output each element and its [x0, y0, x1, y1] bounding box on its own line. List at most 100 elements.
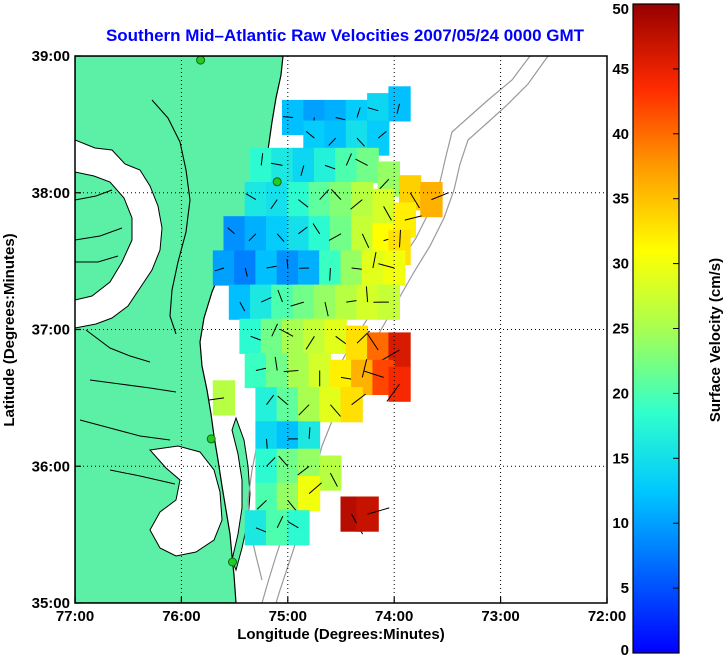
velocity-cell-central-50: [388, 332, 411, 368]
velocity-vector: [266, 438, 268, 450]
velocity-vector: [286, 258, 289, 269]
velocity-vector: [266, 265, 277, 269]
velocity-vector: [328, 233, 342, 241]
station-marker-0: [196, 56, 206, 65]
velocity-vector: [378, 263, 395, 269]
velocity-vector: [297, 465, 310, 476]
velocity-vector: [250, 335, 263, 342]
velocity-vector: [278, 455, 289, 467]
velocity-vector: [300, 165, 305, 177]
station-marker-2: [206, 434, 216, 444]
rivers-west: [75, 189, 177, 485]
velocity-vector: [274, 356, 278, 371]
velocity-vector: [270, 199, 278, 210]
velocity-vector: [372, 252, 377, 269]
chesapeake-bay: [75, 139, 163, 329]
velocity-vector: [366, 333, 379, 351]
y-tick-label-1: 36:00: [32, 458, 70, 475]
velocity-cell-central-22: [329, 216, 353, 252]
velocity-vector: [290, 301, 304, 307]
velocity-cell-central-17: [223, 216, 246, 252]
velocity-vector: [283, 370, 299, 373]
velocity-vector: [361, 233, 370, 249]
y-tick-label-2: 37:00: [32, 322, 70, 339]
velocity-vector: [328, 137, 337, 146]
velocity-cell-central-37: [271, 284, 294, 320]
velocity-vector: [245, 193, 257, 201]
velocity-vector: [277, 289, 283, 303]
velocity-cell-central-15: [372, 188, 395, 224]
velocity-vector: [365, 286, 369, 303]
y-axis: 35:00 36:00 37:00 38:00 39:00: [32, 48, 81, 612]
velocity-vector: [330, 404, 342, 418]
y-tick-label-3: 38:00: [32, 185, 70, 202]
velocity-vector: [404, 215, 422, 221]
velocity-cell-south-11: [244, 510, 267, 546]
velocity-vector: [363, 370, 384, 378]
velocity-vector: [386, 383, 400, 402]
velocity-cell-south-12: [266, 510, 289, 546]
y-tick-label-4: 39:00: [32, 48, 70, 65]
velocity-cell-south-13: [287, 510, 310, 546]
velocity-vector: [324, 164, 337, 170]
velocity-cell-north-5: [388, 86, 411, 122]
x-axis: 77:00 76:00 75:00 74:00 73:00 72:00: [56, 597, 626, 625]
station-marker-1: [272, 177, 282, 187]
velocity-cell-central-47: [324, 318, 347, 354]
velocity-vector: [239, 301, 246, 312]
velocity-vector: [380, 349, 400, 362]
velocity-vector: [308, 482, 322, 494]
velocity-vector: [399, 229, 401, 248]
velocity-vector: [266, 394, 275, 406]
velocity-vector: [308, 427, 311, 439]
x-tick-label-0: 77:00: [56, 608, 94, 625]
velocity-vector: [214, 267, 225, 272]
velocity-vector: [383, 206, 392, 221]
gridlines: [75, 56, 607, 603]
velocity-cell-central-41: [356, 284, 379, 320]
delmarva-bay-line: [151, 99, 191, 335]
velocity-vector: [335, 117, 346, 121]
velocity-cell-north-4: [367, 93, 390, 129]
x-tick-label-2: 75:00: [269, 608, 307, 625]
velocity-vector: [279, 328, 294, 337]
velocity-cell-south-10: [297, 476, 321, 512]
velocity-vector: [298, 226, 308, 235]
velocity-cell-south-7: [319, 455, 342, 491]
colorbar-tick-label-7: 35: [612, 191, 629, 208]
velocity-vector: [431, 192, 449, 201]
velocity-vector: [367, 507, 390, 515]
velocity-vector: [305, 336, 315, 350]
velocity-vector: [367, 107, 379, 112]
plot-area: [74, 55, 608, 604]
velocity-field: [208, 86, 449, 546]
x-tick-label-5: 72:00: [588, 608, 626, 625]
velocity-vector: [329, 472, 338, 487]
x-tick-label-1: 76:00: [162, 608, 200, 625]
velocity-vector: [305, 131, 315, 139]
colorbar-ticks: 0 5 10 15 20 25 30 35 40 45 50: [612, 1, 679, 659]
colorbar-tick-label-9: 45: [612, 61, 629, 78]
colorbar-tick-label-1: 5: [621, 580, 629, 597]
velocity-cell-south-8: [255, 482, 278, 518]
colorbar-tick-label-10: 50: [612, 1, 629, 18]
velocity-vector: [271, 323, 278, 337]
x-axis-label: Longitude (Degrees:Minutes): [237, 626, 445, 643]
velocity-cell-central-58: [388, 366, 411, 402]
chart-title: Southern Mid–Atlantic Raw Velocities 200…: [106, 26, 585, 45]
velocity-vector: [287, 500, 298, 512]
colorbar-tick-label-8: 40: [612, 126, 629, 143]
colorbar-tick-label-2: 10: [612, 515, 629, 532]
velocity-cell-central-62: [319, 387, 342, 423]
velocity-vector: [276, 515, 284, 529]
velocity-vector: [256, 500, 267, 510]
velocity-cell-north-6: [303, 120, 326, 156]
velocity-cell-north-8: [345, 120, 369, 156]
velocity-vector: [324, 301, 329, 317]
velocity-vector: [260, 153, 264, 166]
velocity-vector: [276, 233, 285, 243]
velocity-vector: [319, 189, 330, 200]
velocity-vector: [312, 223, 321, 235]
velocity-vector: [409, 192, 420, 209]
velocity-vector: [298, 199, 309, 208]
